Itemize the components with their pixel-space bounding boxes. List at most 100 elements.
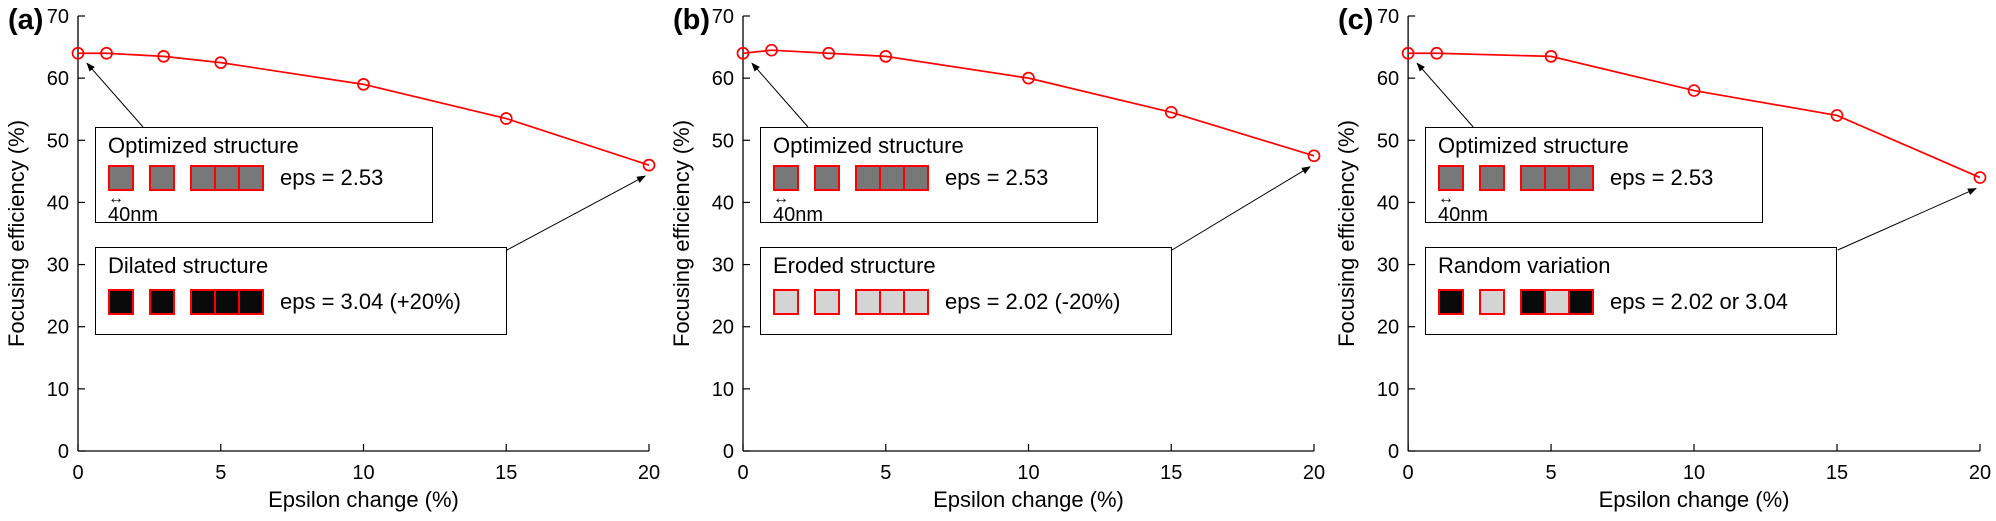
svg-text:Focusing efficiency (%): Focusing efficiency (%) bbox=[4, 120, 29, 347]
panel-a: 0 10 20 30 40 50 60 70 0 5 10 15 20 Epsilon change (%… bbox=[0, 0, 665, 521]
structure-square bbox=[855, 165, 881, 192]
structure-squares bbox=[1438, 289, 1594, 316]
structure-row: eps = 2.53 bbox=[1438, 165, 1762, 192]
scale-label: 40nm bbox=[773, 204, 824, 227]
structure-square bbox=[814, 289, 840, 316]
svg-text:0: 0 bbox=[58, 441, 69, 463]
eps-value: eps = 2.53 bbox=[1610, 165, 1714, 191]
structure-square bbox=[1479, 165, 1505, 192]
svg-text:50: 50 bbox=[47, 130, 69, 152]
structure-square bbox=[773, 165, 799, 192]
structure-square bbox=[1438, 289, 1464, 316]
svg-text:30: 30 bbox=[1377, 255, 1399, 277]
box-title: Optimized structure bbox=[773, 133, 964, 158]
svg-text:60: 60 bbox=[47, 68, 69, 90]
svg-text:Epsilon change (%): Epsilon change (%) bbox=[933, 487, 1124, 512]
structure-square bbox=[214, 165, 240, 192]
structure-squares bbox=[773, 165, 929, 192]
box-title: Eroded structure bbox=[773, 253, 936, 278]
random-variation-box: Random variation eps = 2.02 or 3.04 bbox=[1425, 247, 1837, 335]
panel-c: 0 10 20 30 40 50 60 70 0 5 10 15 20 Epsilon change (%… bbox=[1330, 0, 1996, 521]
double-arrow-icon: ↔ bbox=[108, 190, 124, 208]
structure-row: eps = 2.02 (-20%) bbox=[773, 289, 1171, 316]
svg-text:10: 10 bbox=[712, 379, 734, 401]
eps-value: eps = 2.53 bbox=[945, 165, 1049, 191]
structure-row: eps = 2.53 bbox=[108, 165, 432, 192]
structure-square bbox=[1568, 289, 1594, 316]
square-group bbox=[1479, 289, 1505, 316]
svg-text:0: 0 bbox=[723, 441, 734, 463]
svg-text:Epsilon change (%): Epsilon change (%) bbox=[1599, 487, 1790, 512]
eps-value: eps = 2.02 (-20%) bbox=[945, 289, 1121, 315]
structure-square bbox=[108, 165, 134, 192]
svg-text:10: 10 bbox=[47, 379, 69, 401]
svg-text:40: 40 bbox=[1377, 192, 1399, 214]
square-group bbox=[149, 289, 175, 316]
svg-text:20: 20 bbox=[1303, 462, 1325, 484]
svg-text:0: 0 bbox=[72, 462, 83, 484]
double-arrow-icon: ↔ bbox=[773, 190, 789, 208]
square-group bbox=[855, 165, 929, 192]
eps-value: eps = 2.53 bbox=[280, 165, 384, 191]
svg-text:Epsilon change (%): Epsilon change (%) bbox=[268, 487, 459, 512]
square-group bbox=[1438, 289, 1464, 316]
structure-squares bbox=[108, 165, 264, 192]
structure-squares bbox=[773, 289, 929, 316]
structure-square bbox=[903, 289, 929, 316]
panel-b: 0 10 20 30 40 50 60 70 0 5 10 15 20 Epsilon change (%… bbox=[665, 0, 1330, 521]
square-group bbox=[814, 165, 840, 192]
structure-squares bbox=[1438, 165, 1594, 192]
svg-text:10: 10 bbox=[1377, 379, 1399, 401]
structure-row: eps = 2.53 bbox=[773, 165, 1097, 192]
structure-square bbox=[773, 289, 799, 316]
scale-indicator: ↔ 40nm bbox=[1438, 190, 1762, 227]
svg-text:40: 40 bbox=[47, 192, 69, 214]
square-group bbox=[814, 289, 840, 316]
square-group bbox=[1520, 165, 1594, 192]
square-group bbox=[1438, 165, 1464, 192]
structure-square bbox=[214, 289, 240, 316]
structure-square bbox=[879, 165, 905, 192]
square-group bbox=[108, 289, 134, 316]
structure-square bbox=[1568, 165, 1594, 192]
structure-square bbox=[879, 289, 905, 316]
structure-square bbox=[814, 165, 840, 192]
structure-square bbox=[238, 165, 264, 192]
square-group bbox=[190, 165, 264, 192]
panel-label-c: (c) bbox=[1338, 4, 1374, 36]
optimized-structure-box: Optimized structure eps = 2.53 ↔ 40nm bbox=[1425, 127, 1763, 227]
panel-label-b: (b) bbox=[673, 4, 711, 36]
plot-c: 0 10 20 30 40 50 60 70 0 5 10 15 20 Epsilon change (%… bbox=[1334, 6, 1991, 512]
eps-value: eps = 2.02 or 3.04 bbox=[1610, 289, 1788, 315]
svg-text:50: 50 bbox=[712, 130, 734, 152]
structure-square bbox=[190, 165, 216, 192]
svg-text:10: 10 bbox=[352, 462, 374, 484]
svg-text:0: 0 bbox=[1388, 441, 1399, 463]
panel-label-a: (a) bbox=[8, 4, 44, 36]
structure-row: eps = 2.02 or 3.04 bbox=[1438, 289, 1836, 316]
double-arrow-icon: ↔ bbox=[1438, 190, 1454, 208]
svg-text:20: 20 bbox=[47, 317, 69, 339]
structure-row: eps = 3.04 (+20%) bbox=[108, 289, 506, 316]
structure-square bbox=[1438, 165, 1464, 192]
svg-text:20: 20 bbox=[1969, 462, 1991, 484]
svg-text:10: 10 bbox=[1017, 462, 1039, 484]
eroded-structure-box: Eroded structure eps = 2.02 (-20%) bbox=[760, 247, 1172, 335]
svg-text:40: 40 bbox=[712, 192, 734, 214]
square-group bbox=[108, 165, 134, 192]
scale-label: 40nm bbox=[1438, 204, 1489, 227]
svg-text:70: 70 bbox=[47, 6, 69, 28]
svg-text:5: 5 bbox=[1546, 462, 1557, 484]
optimized-structure-box: Optimized structure eps = 2.53 ↔ 40nm bbox=[95, 127, 433, 225]
square-group bbox=[1520, 289, 1594, 316]
square-group bbox=[190, 289, 264, 316]
structure-square bbox=[903, 165, 929, 192]
structure-square bbox=[1479, 289, 1505, 316]
structure-square bbox=[1544, 165, 1570, 192]
plot-a: 0 10 20 30 40 50 60 70 0 5 10 15 20 Epsilon change (%… bbox=[4, 6, 660, 512]
svg-text:20: 20 bbox=[1377, 317, 1399, 339]
svg-text:70: 70 bbox=[712, 6, 734, 28]
svg-text:10: 10 bbox=[1683, 462, 1705, 484]
structure-square bbox=[1544, 289, 1570, 316]
